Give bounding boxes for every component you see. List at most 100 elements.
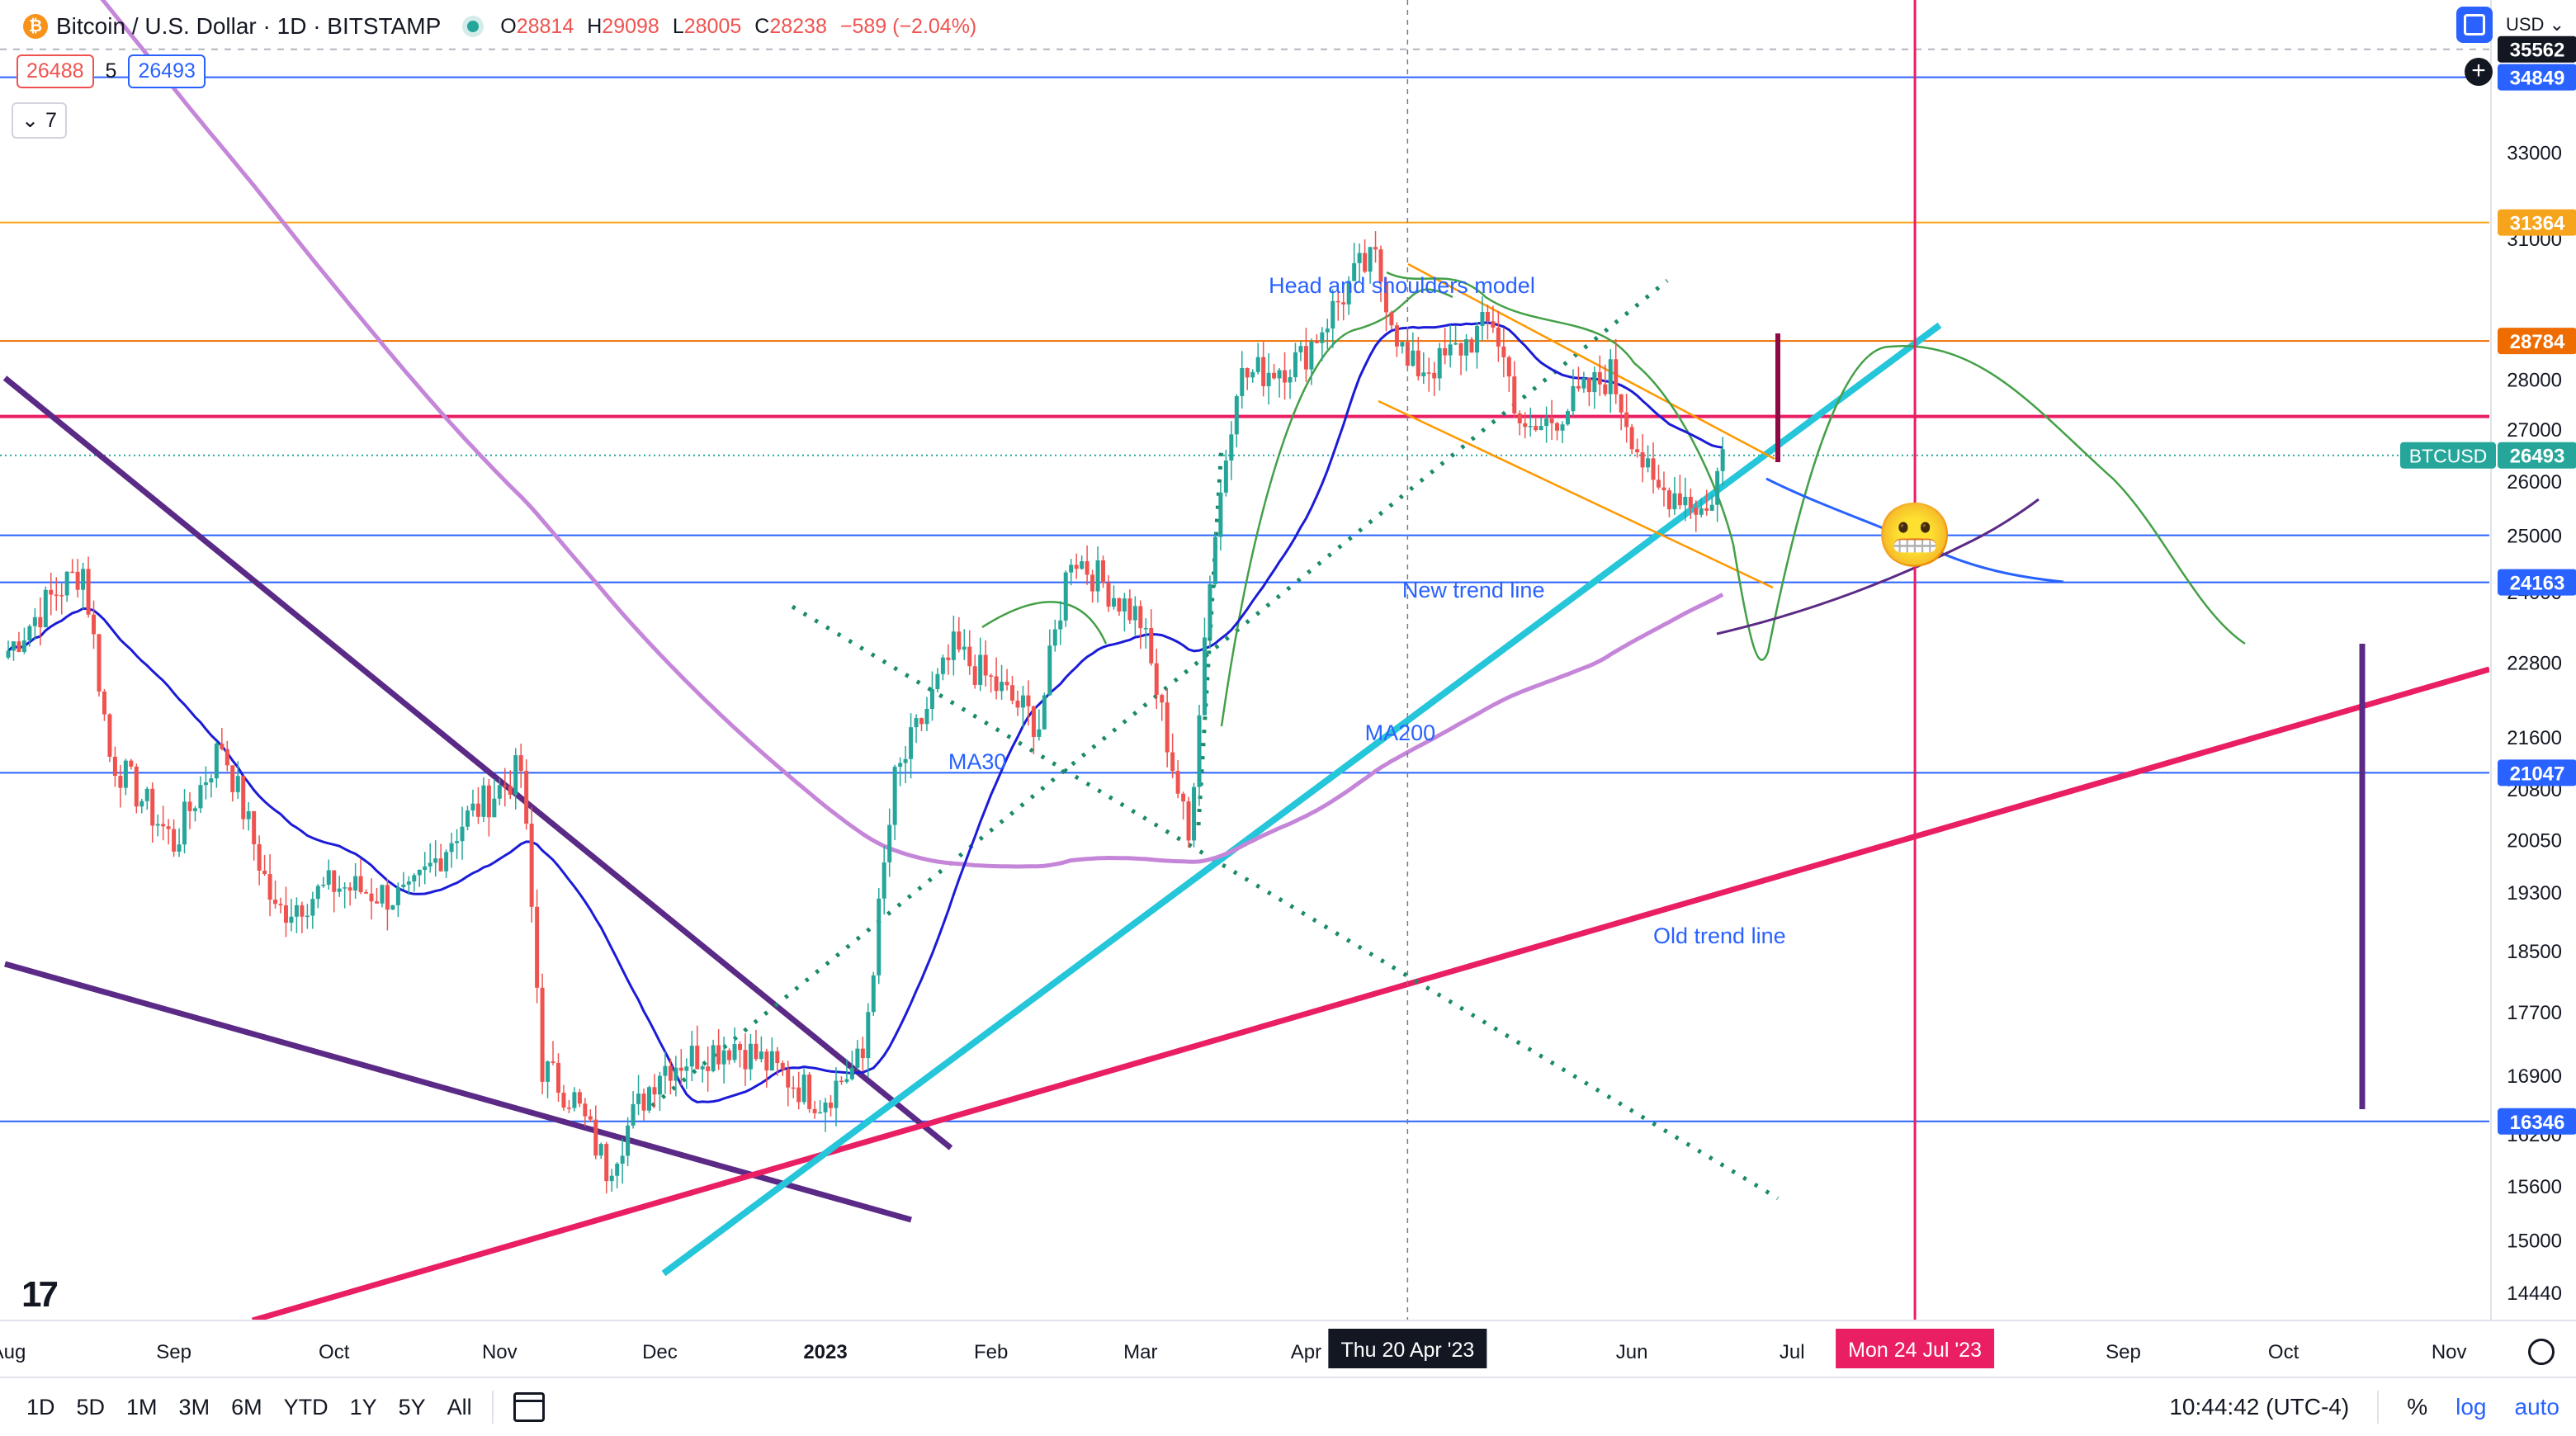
candle[interactable]: [230, 765, 235, 792]
candle[interactable]: [401, 884, 406, 887]
candle[interactable]: [465, 810, 470, 827]
candle[interactable]: [636, 1094, 641, 1104]
candle[interactable]: [417, 870, 422, 876]
candle[interactable]: [187, 801, 192, 811]
candle[interactable]: [657, 1075, 662, 1095]
candle[interactable]: [262, 871, 267, 875]
candle[interactable]: [155, 824, 160, 826]
candle[interactable]: [529, 824, 534, 907]
candle[interactable]: [1683, 497, 1688, 506]
range-5d[interactable]: 5D: [76, 1394, 106, 1419]
candle[interactable]: [695, 1046, 700, 1070]
candle[interactable]: [102, 691, 106, 715]
candle[interactable]: [983, 654, 988, 676]
price-label[interactable]: 34849: [2510, 68, 2565, 90]
candle[interactable]: [54, 594, 59, 596]
candle[interactable]: [946, 657, 951, 660]
candle[interactable]: [310, 899, 315, 916]
candle[interactable]: [588, 1116, 593, 1120]
candle[interactable]: [829, 1102, 834, 1108]
candle[interactable]: [150, 788, 155, 826]
ma200-line[interactable]: [8, 0, 1724, 869]
candle[interactable]: [1603, 384, 1608, 394]
candle[interactable]: [433, 858, 438, 863]
candle[interactable]: [273, 900, 278, 905]
candle[interactable]: [839, 1080, 844, 1083]
candle[interactable]: [716, 1045, 721, 1065]
candle[interactable]: [492, 798, 497, 818]
candle[interactable]: [577, 1092, 582, 1104]
candle[interactable]: [86, 569, 91, 615]
candle[interactable]: [1288, 377, 1293, 383]
candle[interactable]: [1576, 385, 1581, 389]
candle[interactable]: [684, 1066, 689, 1071]
candle[interactable]: [1474, 325, 1479, 353]
symbol-title[interactable]: Bitcoin / U.S. Dollar · 1D · BITSTAMP: [56, 13, 442, 39]
candle[interactable]: [1421, 372, 1426, 376]
candle[interactable]: [118, 776, 123, 788]
candle[interactable]: [898, 763, 903, 768]
candle[interactable]: [172, 829, 177, 852]
range-1y[interactable]: 1Y: [349, 1394, 377, 1419]
settings-gear-icon[interactable]: [2528, 1339, 2555, 1365]
candle[interactable]: [786, 1069, 791, 1088]
candle[interactable]: [1720, 449, 1725, 471]
candle[interactable]: [343, 887, 347, 889]
range-3m[interactable]: 3M: [178, 1394, 210, 1419]
candle[interactable]: [486, 785, 491, 818]
candle[interactable]: [246, 810, 251, 820]
range-1d[interactable]: 1D: [26, 1394, 55, 1419]
candle[interactable]: [1443, 347, 1448, 356]
candle[interactable]: [294, 905, 299, 917]
candle[interactable]: [887, 824, 892, 862]
old-trend-line[interactable]: [252, 666, 2489, 1320]
chart-annotation[interactable]: MA200: [1365, 720, 1436, 745]
candle[interactable]: [631, 1103, 636, 1126]
candle[interactable]: [1095, 560, 1100, 592]
candle[interactable]: [70, 571, 75, 574]
candle[interactable]: [1389, 312, 1394, 326]
candle[interactable]: [743, 1050, 748, 1070]
candle[interactable]: [326, 870, 331, 885]
candle[interactable]: [107, 714, 112, 757]
candle[interactable]: [144, 788, 149, 801]
candle[interactable]: [1277, 370, 1282, 379]
candle[interactable]: [1165, 702, 1170, 753]
candle[interactable]: [192, 808, 197, 811]
candle[interactable]: [1240, 368, 1245, 396]
candle[interactable]: [1517, 413, 1522, 423]
candle[interactable]: [38, 616, 43, 628]
candle[interactable]: [1448, 344, 1453, 356]
candle[interactable]: [455, 841, 460, 843]
candle[interactable]: [994, 676, 999, 692]
candle[interactable]: [674, 1067, 678, 1081]
candle[interactable]: [21, 640, 26, 653]
candle[interactable]: [315, 886, 320, 900]
candle[interactable]: [209, 778, 214, 783]
candle[interactable]: [364, 891, 369, 894]
candle[interactable]: [1181, 793, 1186, 802]
candle[interactable]: [75, 571, 80, 590]
candle[interactable]: [1175, 771, 1180, 794]
candle[interactable]: [385, 885, 390, 910]
candle[interactable]: [177, 844, 182, 852]
candle[interactable]: [1368, 247, 1373, 272]
auto-toggle[interactable]: auto: [2514, 1394, 2560, 1419]
candle[interactable]: [1565, 411, 1570, 425]
ma30-line[interactable]: [7, 321, 1723, 1104]
candle[interactable]: [796, 1087, 801, 1103]
candle[interactable]: [738, 1044, 743, 1051]
candle[interactable]: [1469, 339, 1474, 353]
indicators-toggle[interactable]: ⌄ 7: [12, 102, 67, 139]
candle[interactable]: [1480, 312, 1485, 326]
chart-annotation[interactable]: Head and shoulders model: [1269, 273, 1535, 298]
candle[interactable]: [1378, 249, 1383, 282]
candle[interactable]: [1212, 536, 1217, 584]
candle[interactable]: [759, 1051, 763, 1060]
candle[interactable]: [1491, 321, 1496, 328]
time-label[interactable]: Thu 20 Apr '23: [1340, 1339, 1474, 1362]
candle[interactable]: [1234, 395, 1239, 435]
candle[interactable]: [914, 718, 919, 728]
candle[interactable]: [1528, 426, 1533, 427]
candle[interactable]: [919, 718, 924, 725]
